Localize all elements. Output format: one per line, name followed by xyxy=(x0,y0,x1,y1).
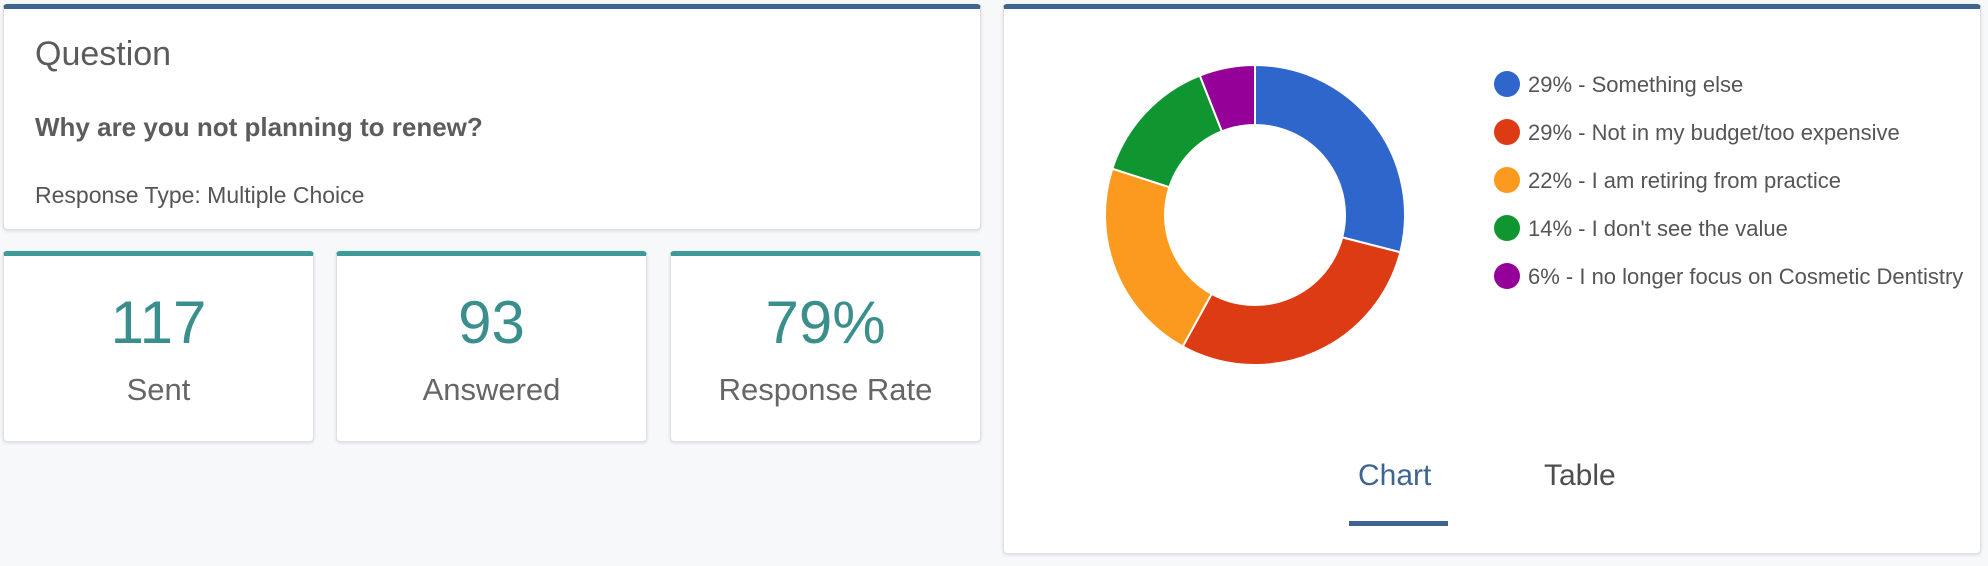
stat-value-response-rate: 79% xyxy=(765,289,886,356)
stat-card-answered: 93 Answered xyxy=(336,251,647,442)
chart-card: 29% - Something else 29% - Not in my budg… xyxy=(1003,4,1981,554)
chart-legend: 29% - Something else 29% - Not in my budg… xyxy=(1494,69,1964,309)
stat-card-response-rate: 79% Response Rate xyxy=(670,251,981,442)
response-type: Response Type: Multiple Choice xyxy=(35,182,365,208)
legend-color-dot xyxy=(1494,215,1520,241)
stat-value-answered: 93 xyxy=(458,289,525,356)
legend-label: 29% - Something else xyxy=(1528,72,1744,97)
legend-color-dot xyxy=(1494,263,1520,289)
donut-slice[interactable] xyxy=(1254,63,1406,254)
legend-label: 14% - I don't see the value xyxy=(1528,216,1788,241)
stat-value-sent: 117 xyxy=(110,289,207,356)
legend-color-dot xyxy=(1494,119,1520,145)
stat-label-response-rate: Response Rate xyxy=(718,372,933,407)
donut-slice[interactable] xyxy=(1104,167,1213,348)
active-tab-indicator xyxy=(1349,521,1448,526)
legend-color-dot xyxy=(1494,167,1520,193)
stat-label-sent: Sent xyxy=(126,372,191,407)
tab-chart[interactable]: Chart xyxy=(1358,459,1432,492)
stat-label-answered: Answered xyxy=(422,372,561,407)
view-tabs: Chart Table xyxy=(1344,459,1674,529)
legend-item: 6% - I no longer focus on Cosmetic Denti… xyxy=(1494,261,1964,293)
legend-label: 6% - I no longer focus on Cosmetic Denti… xyxy=(1528,264,1964,289)
legend-label: 29% - Not in my budget/too expensive xyxy=(1528,120,1900,145)
legend-item: 14% - I don't see the value xyxy=(1494,213,1964,245)
donut-slice[interactable] xyxy=(1181,236,1402,366)
legend-label: 22% - I am retiring from practice xyxy=(1528,168,1841,193)
question-card: Question Why are you not planning to ren… xyxy=(3,4,981,230)
legend-color-dot xyxy=(1494,71,1520,97)
donut-chart xyxy=(1104,63,1406,366)
legend-item: 29% - Something else xyxy=(1494,69,1964,101)
stat-card-sent: 117 Sent xyxy=(3,251,314,442)
tab-table[interactable]: Table xyxy=(1544,459,1616,492)
question-heading: Question xyxy=(35,35,172,73)
question-text: Why are you not planning to renew? xyxy=(35,112,483,142)
legend-item: 29% - Not in my budget/too expensive xyxy=(1494,117,1964,149)
legend-item: 22% - I am retiring from practice xyxy=(1494,165,1964,197)
donut-slice[interactable] xyxy=(1198,63,1256,133)
